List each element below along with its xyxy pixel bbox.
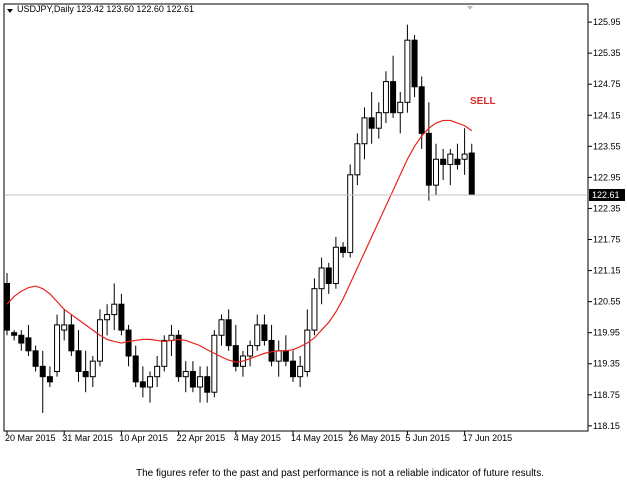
y-tick-label: 119.95 — [593, 328, 620, 338]
candle-body — [68, 324, 75, 352]
candle-body — [433, 158, 439, 186]
price-tag-label: 122.61 — [592, 190, 620, 200]
x-tick-label: 20 Mar 2015 — [5, 433, 56, 443]
y-tick-label: 124.15 — [593, 110, 621, 120]
candle-body — [46, 376, 53, 383]
candle-body — [332, 246, 339, 285]
moving-average — [6, 119, 473, 363]
chart-title: USDJPY,Daily 123.42 123.60 122.60 122.61 — [17, 4, 194, 14]
menu-arrow — [7, 9, 13, 13]
x-tick-label: 31 Mar 2015 — [62, 433, 113, 443]
candle-body — [118, 303, 125, 331]
candle-body — [318, 267, 325, 290]
y-tick-label: 123.55 — [593, 141, 621, 151]
candle-body — [75, 350, 82, 373]
candle-body — [418, 86, 425, 134]
x-tick-label: 14 May 2015 — [291, 433, 343, 443]
y-tick-label: 122.35 — [593, 203, 621, 213]
candle-body — [211, 334, 218, 393]
footnote: The figures refer to the past and past p… — [136, 468, 544, 479]
x-tick-label: 10 Apr 2015 — [119, 433, 168, 443]
candle-body — [61, 324, 68, 331]
y-tick-label: 124.75 — [593, 79, 621, 89]
candle-body — [361, 117, 368, 145]
candle-body — [96, 319, 103, 362]
candle-body — [182, 371, 189, 378]
candle-body — [268, 339, 275, 362]
candle-body — [189, 371, 196, 388]
y-tick-label: 118.75 — [593, 390, 620, 400]
candle-body — [25, 337, 32, 352]
candle-body — [290, 360, 296, 378]
y-tick-label: 122.95 — [593, 172, 621, 182]
candle-body — [197, 376, 204, 388]
y-tick-label: 121.15 — [593, 266, 621, 276]
candle-body — [468, 152, 475, 196]
candle-body — [39, 365, 46, 378]
candle-body — [340, 246, 347, 253]
candle-body — [390, 81, 397, 114]
candle-body — [111, 303, 118, 316]
candle-body — [411, 39, 418, 88]
price-tag — [589, 188, 625, 201]
candle-body — [175, 334, 182, 378]
candle-body — [82, 371, 89, 378]
candle-body — [104, 314, 111, 321]
candle-body — [18, 334, 25, 344]
y-tick-label: 125.35 — [593, 48, 621, 58]
x-tick-label: 17 Jun 2015 — [463, 433, 513, 443]
candle-body — [375, 112, 382, 129]
candle-body — [54, 324, 61, 373]
candle-body — [425, 132, 432, 186]
x-tick-label: 26 May 2015 — [348, 433, 400, 443]
candle-body — [225, 319, 232, 347]
candle-body — [397, 101, 404, 114]
candle-body — [139, 381, 146, 388]
annotation: SELL — [470, 96, 496, 107]
y-tick-label: 121.75 — [593, 235, 621, 245]
candle-body — [154, 365, 161, 378]
candle-body — [347, 174, 354, 253]
candle-body — [218, 319, 225, 336]
candle-body — [161, 339, 168, 367]
candle-body — [325, 267, 332, 285]
candle-body — [368, 117, 375, 129]
candle-body — [147, 376, 153, 388]
candle-body — [232, 345, 239, 367]
candle-body — [447, 153, 454, 165]
candle-body — [440, 158, 447, 165]
y-tick-label: 118.15 — [593, 421, 620, 431]
candle-body — [354, 143, 361, 176]
candle-body — [461, 153, 468, 160]
candle-body — [275, 350, 282, 362]
candle-body — [404, 39, 411, 103]
candle-body — [132, 355, 139, 383]
candle-body — [454, 158, 461, 165]
candle-body — [4, 283, 10, 331]
x-tick-label: 4 May 2015 — [234, 433, 281, 443]
candle-body — [311, 288, 318, 331]
x-tick-label: 5 Jun 2015 — [405, 433, 450, 443]
candle-body — [382, 81, 389, 114]
x-tick-label: 22 Apr 2015 — [177, 433, 226, 443]
y-tick-label: 120.55 — [593, 297, 621, 307]
candle-body — [32, 350, 39, 367]
corner-arrow — [467, 6, 473, 10]
candle-body — [247, 345, 254, 357]
candle-body — [204, 376, 211, 393]
y-tick-label: 125.95 — [593, 17, 621, 27]
candle-body — [304, 329, 311, 373]
y-tick-label: 119.35 — [593, 359, 620, 369]
candle-body — [11, 332, 18, 336]
candle-body — [89, 360, 96, 378]
candle-body — [261, 324, 268, 341]
candle-body — [254, 324, 261, 347]
candle-body — [125, 329, 132, 357]
candle-body — [282, 350, 289, 362]
candle-body — [297, 365, 304, 378]
